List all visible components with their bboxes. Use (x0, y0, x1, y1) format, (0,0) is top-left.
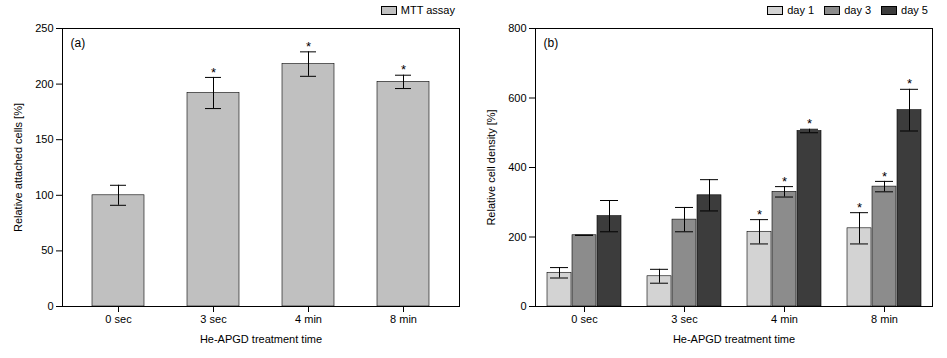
svg-text:*: * (782, 174, 787, 189)
svg-text:*: * (857, 200, 862, 215)
svg-text:150: 150 (35, 133, 53, 145)
svg-text:200: 200 (508, 231, 526, 243)
svg-text:4 min: 4 min (295, 313, 322, 325)
svg-text:Relative cell density [%]: Relative cell density [%] (485, 109, 497, 225)
svg-text:50: 50 (41, 244, 53, 256)
svg-text:(a): (a) (71, 36, 86, 50)
svg-text:8 min: 8 min (871, 313, 898, 325)
svg-text:8 min: 8 min (390, 313, 417, 325)
svg-text:*: * (807, 116, 812, 131)
svg-text:0 sec: 0 sec (105, 313, 132, 325)
svg-text:0 sec: 0 sec (571, 313, 598, 325)
svg-text:400: 400 (508, 161, 526, 173)
svg-text:0: 0 (520, 300, 526, 312)
html-text:day 3: day 3 (844, 4, 872, 16)
svg-text:100: 100 (35, 189, 53, 201)
svg-text:800: 800 (508, 22, 526, 34)
svg-text:Relative attached cells [%]: Relative attached cells [%] (12, 103, 24, 232)
svg-text:*: * (907, 76, 912, 91)
svg-text:3 sec: 3 sec (671, 313, 698, 325)
svg-text:*: * (882, 169, 887, 184)
svg-text:200: 200 (35, 78, 53, 90)
svg-text:*: * (306, 39, 311, 54)
html-text:MTT assay: MTT assay (400, 4, 455, 16)
svg-text:3 sec: 3 sec (200, 313, 227, 325)
svg-text:600: 600 (508, 92, 526, 104)
svg-text:(b): (b) (544, 36, 559, 50)
svg-text:250: 250 (35, 22, 53, 34)
svg-text:He-APGD treatment time: He-APGD treatment time (673, 333, 795, 345)
html-text:day 1: day 1 (787, 4, 815, 16)
svg-text:He-APGD treatment time: He-APGD treatment time (200, 333, 322, 345)
svg-text:*: * (211, 65, 216, 80)
svg-text:0: 0 (47, 300, 53, 312)
svg-text:*: * (757, 207, 762, 222)
svg-text:*: * (401, 62, 406, 77)
html-text:day 5: day 5 (901, 4, 928, 16)
svg-text:4 min: 4 min (771, 313, 798, 325)
